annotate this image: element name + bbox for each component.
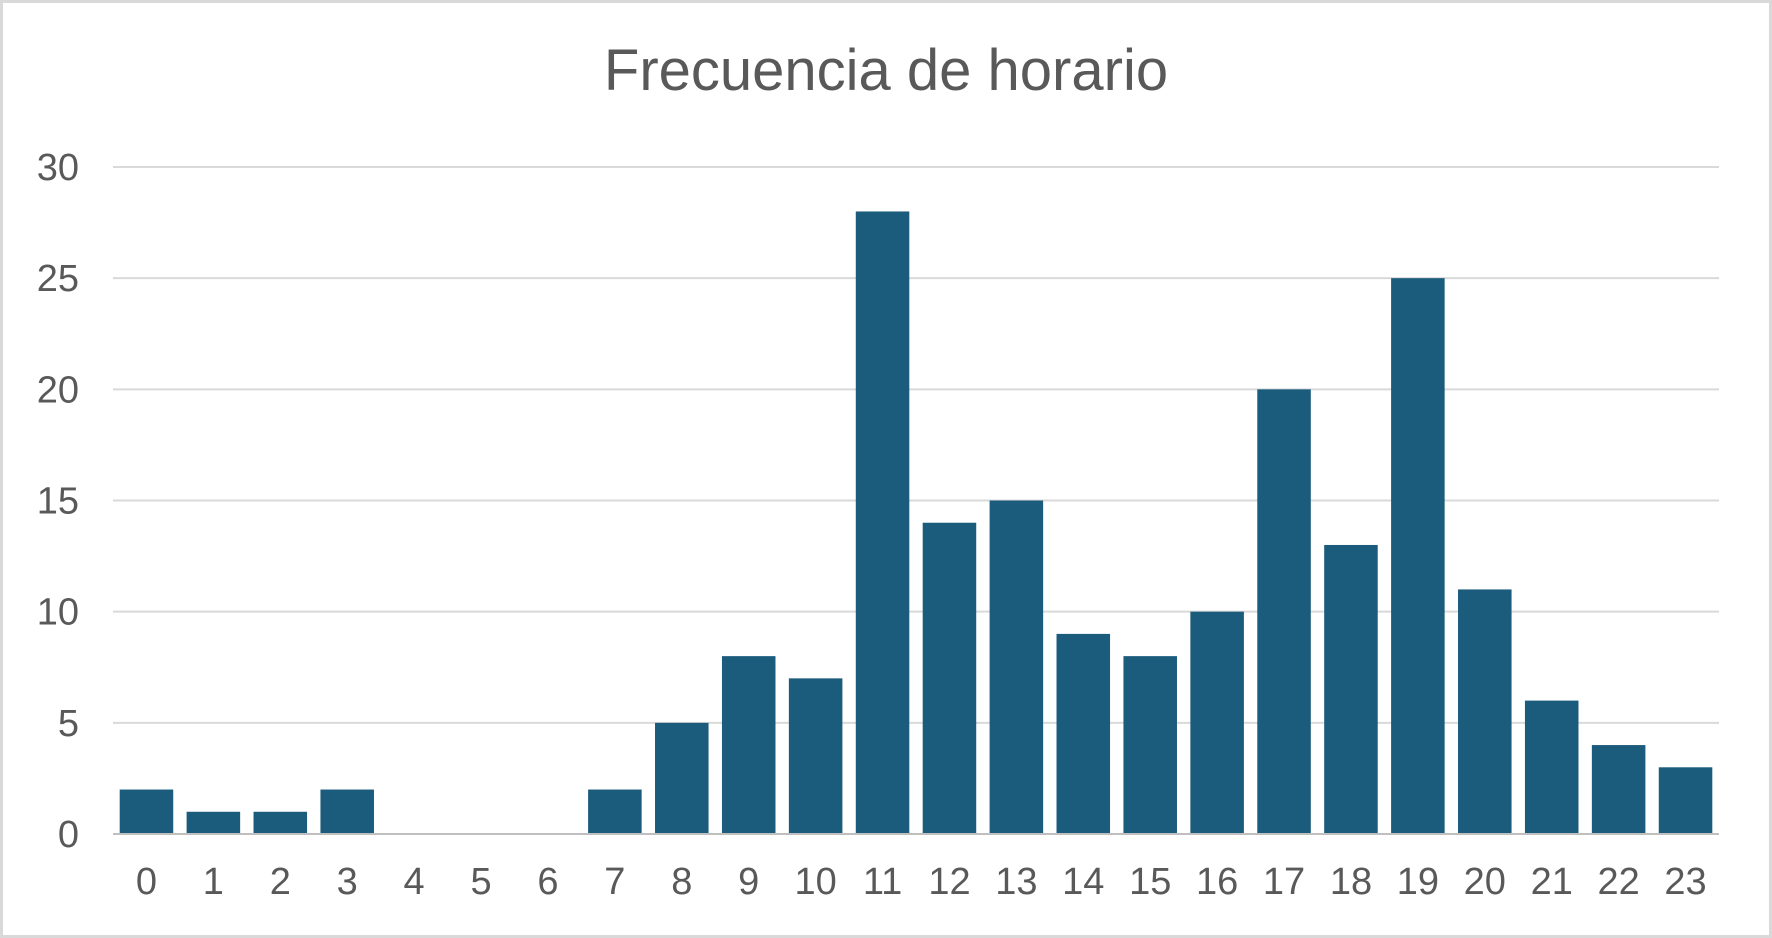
- y-tick-label-15: 15: [37, 481, 79, 523]
- bar-16: [1190, 611, 1244, 834]
- bar-19: [1391, 278, 1445, 835]
- bar-7: [588, 789, 642, 834]
- x-tick-label-10: 10: [794, 861, 836, 903]
- x-tick-label-5: 5: [470, 861, 491, 903]
- bar-20: [1458, 589, 1512, 834]
- x-tick-label-11: 11: [863, 861, 902, 903]
- chart-title: Frecuencia de horario: [603, 38, 1169, 103]
- x-tick-label-6: 6: [537, 861, 558, 903]
- bar-13: [989, 500, 1044, 834]
- bar-8: [655, 722, 709, 834]
- bar-14: [1056, 633, 1111, 834]
- y-tick-label-20: 20: [37, 369, 79, 411]
- x-tick-label-9: 9: [738, 861, 759, 903]
- x-tick-labels: 0 1 2 3 4 5 6 7 8 9 10 11 12 13 14 15 16 17 18 19 20 21 22 23: [136, 861, 1707, 903]
- y-tick-label-0: 0: [58, 814, 79, 856]
- bar-0: [119, 789, 174, 834]
- x-tick-label-14: 14: [1062, 861, 1104, 903]
- bar-12: [922, 522, 977, 834]
- x-tick-label-7: 7: [604, 861, 625, 903]
- x-tick-label-16: 16: [1196, 861, 1238, 903]
- bar-10: [788, 678, 843, 834]
- x-tick-label-1: 1: [203, 861, 224, 903]
- x-tick-label-18: 18: [1330, 861, 1372, 903]
- y-tick-label-25: 25: [37, 258, 79, 300]
- bar-11: [855, 211, 910, 834]
- x-tick-label-4: 4: [404, 861, 425, 903]
- bar-1: [186, 811, 241, 834]
- bar-22: [1591, 745, 1646, 834]
- x-tick-label-8: 8: [671, 861, 692, 903]
- bar-18: [1324, 544, 1378, 834]
- y-tick-label-10: 10: [37, 592, 79, 634]
- bar-15: [1123, 656, 1177, 834]
- x-tick-label-23: 23: [1664, 861, 1706, 903]
- bar-21: [1524, 700, 1579, 834]
- x-tick-label-2: 2: [270, 861, 291, 903]
- x-tick-label-21: 21: [1531, 861, 1573, 903]
- x-tick-label-19: 19: [1397, 861, 1439, 903]
- bar-3: [320, 789, 374, 834]
- x-tick-label-0: 0: [136, 861, 157, 903]
- x-tick-label-3: 3: [337, 861, 358, 903]
- y-tick-label-30: 30: [37, 147, 79, 189]
- x-tick-label-22: 22: [1597, 861, 1639, 903]
- gridlines: [113, 166, 1719, 724]
- bar-9: [721, 656, 776, 834]
- x-tick-label-13: 13: [995, 861, 1037, 903]
- y-tick-labels: 0 5 10 15 20 25 30: [37, 147, 79, 856]
- bar-23: [1658, 767, 1713, 834]
- bar-2: [253, 811, 308, 834]
- x-tick-label-15: 15: [1129, 861, 1171, 903]
- bars: [119, 211, 1713, 835]
- x-tick-label-12: 12: [928, 861, 970, 903]
- bar-17: [1257, 389, 1311, 834]
- y-tick-label-5: 5: [58, 703, 79, 745]
- x-tick-label-20: 20: [1464, 861, 1506, 903]
- x-tick-label-17: 17: [1263, 861, 1305, 903]
